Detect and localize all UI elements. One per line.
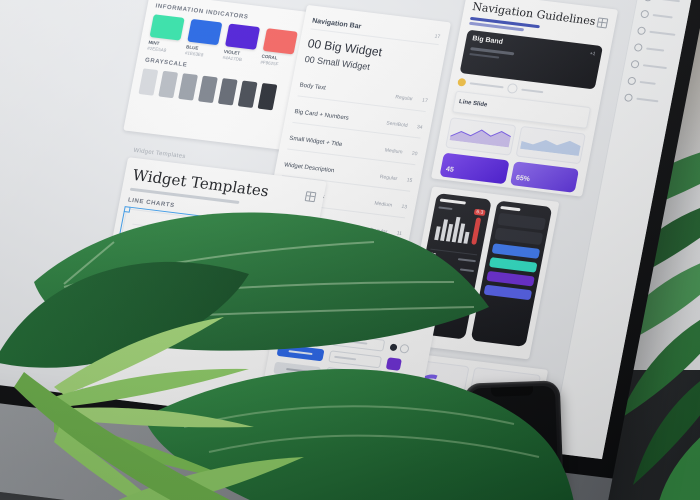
inspector-row[interactable] bbox=[627, 76, 669, 90]
swatch-violet[interactable]: VIOLET #4A17DB bbox=[222, 23, 261, 64]
circle-icon bbox=[636, 26, 647, 36]
area-chart-thumb bbox=[445, 117, 516, 156]
foreground-plant bbox=[0, 212, 574, 500]
blue-chip bbox=[187, 18, 223, 46]
circle-icon bbox=[643, 0, 653, 2]
artboard-phone-mockups: 6.3 56 bbox=[401, 186, 560, 360]
white-status-dot bbox=[506, 82, 519, 94]
gray-chip[interactable] bbox=[257, 82, 278, 111]
swatch-coral[interactable]: CORAL #F9625F bbox=[260, 28, 298, 69]
mint-chip bbox=[149, 14, 185, 41]
gray-chip[interactable] bbox=[237, 80, 258, 108]
swatch-blue[interactable]: BLUE #1E63E8 bbox=[184, 18, 223, 60]
inspector-row[interactable] bbox=[630, 59, 672, 73]
artboard-navigation-guidelines: Navigation Guidelines Big Band +1 bbox=[430, 0, 619, 197]
inspector-row[interactable] bbox=[623, 93, 666, 106]
circle-icon bbox=[640, 9, 650, 19]
gray-chip[interactable] bbox=[217, 78, 238, 106]
inspector-row[interactable] bbox=[636, 26, 679, 39]
circle-icon bbox=[633, 43, 644, 52]
inspector-row[interactable] bbox=[640, 9, 682, 23]
broad-leaf bbox=[0, 261, 249, 368]
chevron-right-icon: › bbox=[571, 196, 574, 197]
yellow-status-dot bbox=[457, 77, 467, 87]
widget-templates-title: Widget Templates bbox=[131, 165, 271, 201]
swatch-mint[interactable]: MINT #2EE5A9 bbox=[147, 14, 185, 55]
area-chart-thumb bbox=[515, 125, 586, 165]
coral-chip bbox=[262, 28, 298, 55]
gray-chip[interactable] bbox=[197, 75, 218, 104]
gray-chip[interactable] bbox=[178, 73, 198, 101]
violet-chip bbox=[224, 23, 261, 50]
circle-icon bbox=[623, 93, 634, 103]
grid-icon[interactable] bbox=[304, 191, 317, 203]
gray-chip[interactable] bbox=[158, 70, 179, 99]
bar-chart bbox=[434, 216, 481, 245]
inspector-row[interactable] bbox=[643, 0, 685, 6]
palm-frond bbox=[14, 317, 304, 500]
gray-chip[interactable] bbox=[138, 68, 159, 96]
inspector-row[interactable] bbox=[633, 43, 676, 56]
phone-mockup-analytics: 6.3 56 bbox=[410, 193, 492, 340]
circle-icon bbox=[627, 76, 637, 86]
grid-icon[interactable] bbox=[596, 16, 609, 28]
circle-icon bbox=[630, 59, 640, 69]
